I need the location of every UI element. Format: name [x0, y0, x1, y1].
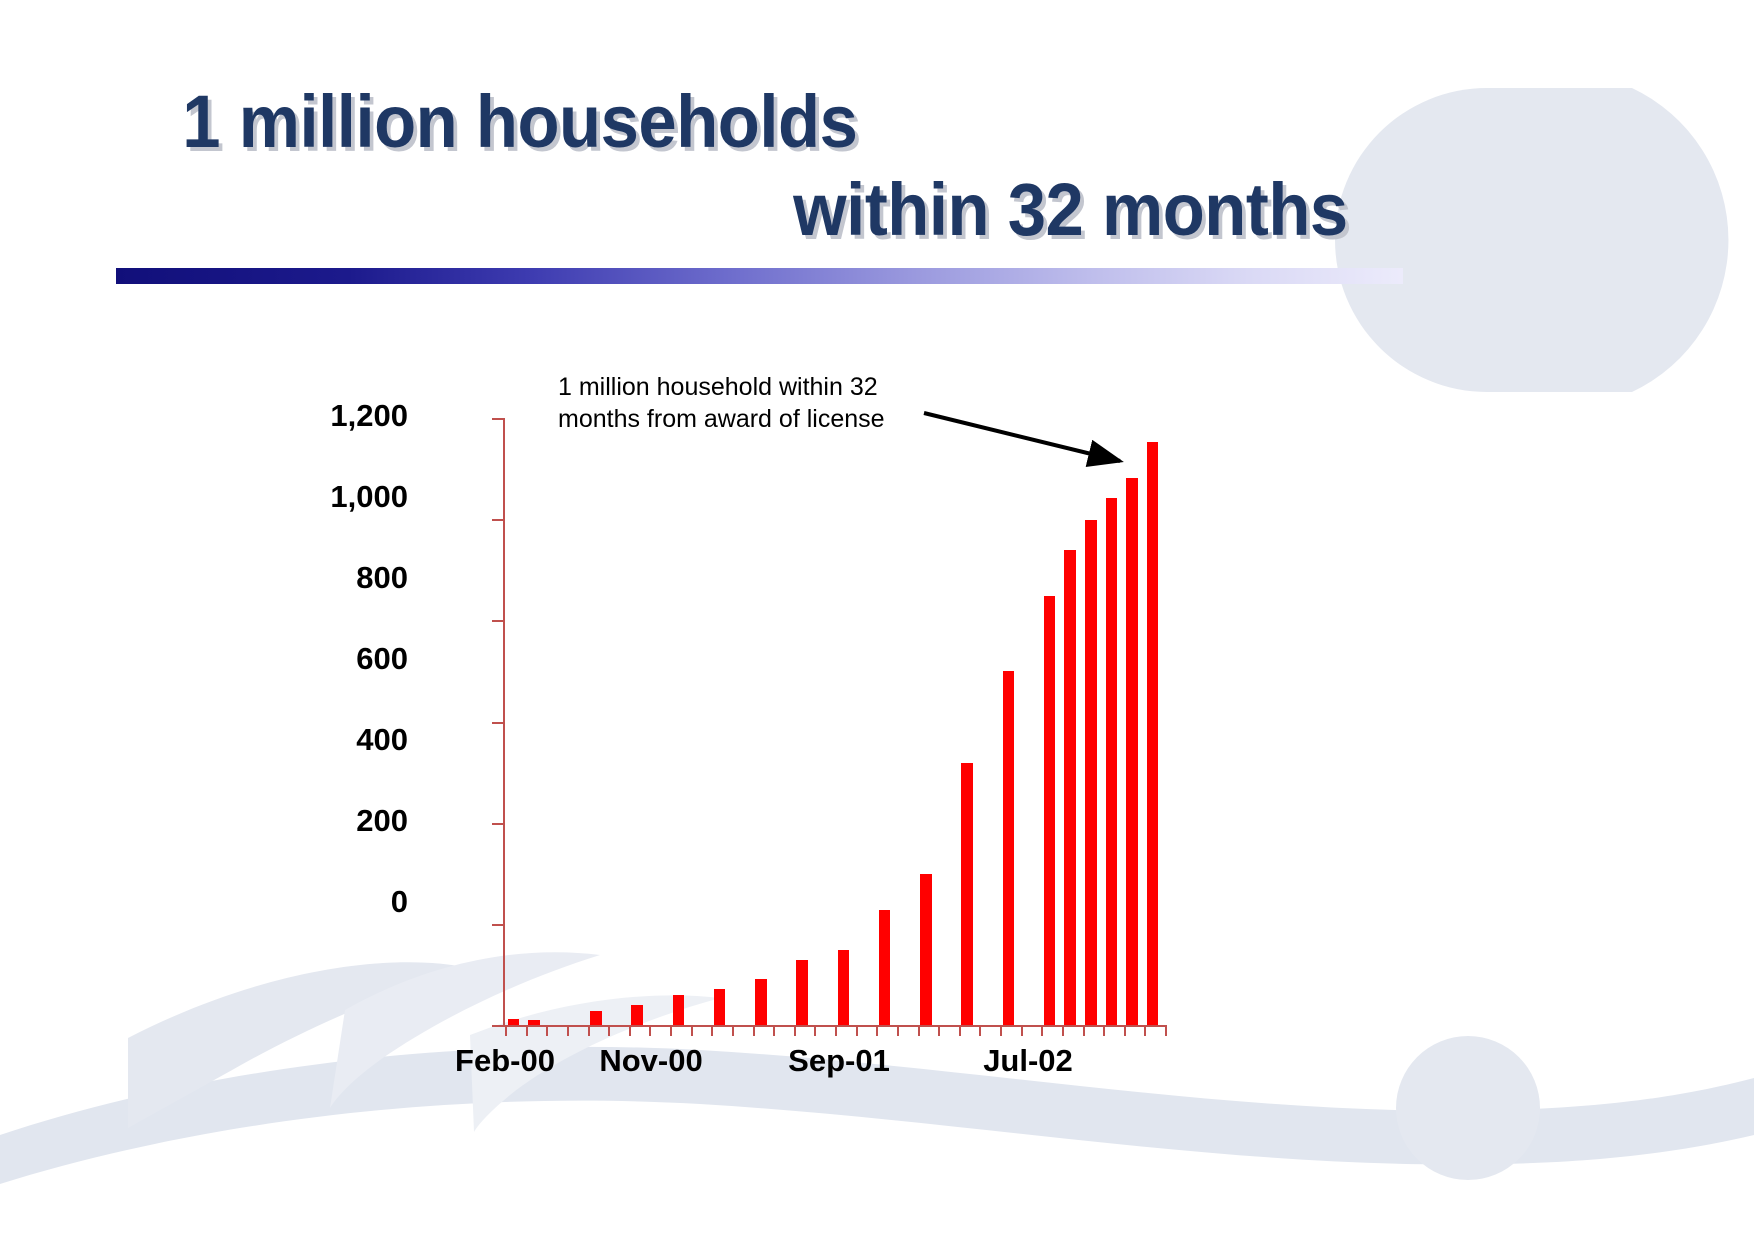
xtick-label-nov-00: Nov-00: [599, 1043, 703, 1078]
chart-annotation-text: 1 million household within 32 months fro…: [558, 373, 885, 433]
xtick-mark-32: [1165, 1025, 1167, 1036]
title-line-2: within 32 months: [793, 168, 1348, 251]
bar-Jun-01: [837, 950, 850, 1025]
bar-Aug-01: [878, 909, 891, 1025]
xtick-mark-11: [731, 1025, 734, 1036]
xtick-mark-6: [628, 1025, 631, 1036]
xtick-mark-1: [525, 1025, 528, 1036]
xtick-mark-0: [505, 1025, 507, 1036]
xtick-mark-14: [793, 1025, 796, 1036]
xtick-mark-12: [752, 1025, 755, 1036]
bar-Apr-02: [1043, 596, 1056, 1025]
xtick-mark-15: [814, 1025, 817, 1036]
ytick-mark-800: [492, 620, 505, 623]
bar-Aug-00: [631, 1004, 643, 1025]
bar-Dec-01: [961, 762, 973, 1025]
ytick-label-1200: 1,200: [330, 398, 408, 433]
ytick-mark-0: [492, 1025, 505, 1027]
xtick-mark-19: [896, 1025, 899, 1036]
xtick-mark-27: [1061, 1025, 1064, 1036]
title-line-1: 1 million households: [182, 80, 858, 163]
xtick-mark-9: [690, 1025, 693, 1036]
xtick-mark-5: [608, 1025, 611, 1036]
ytick-label-800: 800: [356, 560, 408, 595]
xtick-mark-4: [587, 1025, 590, 1036]
xtick-mark-20: [917, 1025, 920, 1036]
ytick-label-600: 600: [356, 641, 408, 676]
xtick-mark-16: [835, 1025, 837, 1036]
xtick-mark-30: [1123, 1025, 1126, 1036]
ytick-mark-1200: [492, 418, 505, 420]
xtick-mark-22: [958, 1025, 961, 1036]
bar-Apr-01: [796, 960, 808, 1025]
ytick-mark-600: [492, 721, 505, 724]
xtick-mark-10: [711, 1025, 714, 1036]
xtick-mark-21: [938, 1025, 941, 1036]
xtick-mark-28: [1082, 1025, 1085, 1036]
ytick-mark-200: [492, 923, 505, 926]
bar-Jul-02: [1105, 497, 1118, 1025]
xtick-label-sep-01: Sep-01: [788, 1043, 890, 1078]
xtick-mark-29: [1103, 1025, 1106, 1036]
bar-Aug-02: [1126, 477, 1138, 1025]
bars-container: [503, 418, 1163, 1025]
bar-Feb-01: [755, 979, 767, 1025]
bar-Oct-00: [672, 994, 685, 1025]
xtick-mark-3: [566, 1025, 569, 1036]
ytick-label-1000: 1,000: [330, 479, 408, 514]
title-underline-rule: [116, 268, 1403, 284]
xtick-mark-8: [670, 1025, 672, 1036]
bar-Oct-01: [920, 874, 932, 1025]
bar-May-02: [1064, 549, 1076, 1025]
bar-Dec-00: [713, 988, 726, 1025]
xtick-mark-26: [1041, 1025, 1044, 1036]
xtick-mark-23: [979, 1025, 982, 1036]
ytick-label-400: 400: [356, 722, 408, 757]
ytick-mark-400: [492, 822, 505, 825]
xtick-mark-18: [876, 1025, 879, 1036]
xtick-label-jul-02: Jul-02: [983, 1043, 1073, 1078]
xtick-mark-17: [855, 1025, 858, 1036]
xtick-mark-7: [649, 1025, 652, 1036]
xtick-mark-31: [1144, 1025, 1147, 1036]
ytick-label-200: 200: [356, 803, 408, 838]
ytick-mark-1000: [492, 519, 505, 522]
ytick-label-0: 0: [390, 884, 408, 919]
bar-Feb-00: [507, 1018, 520, 1025]
xtick-mark-2: [546, 1025, 549, 1036]
bar-Feb-02: [1002, 670, 1015, 1025]
bar-Jun-00: [590, 1010, 602, 1025]
bar-Sep-02: [1146, 442, 1159, 1025]
xtick-mark-24: [1000, 1025, 1002, 1036]
xtick-mark-13: [773, 1025, 776, 1036]
bar-Mar-00: [528, 1019, 540, 1025]
slide-title: 1 million households within 32 months: [0, 78, 1530, 254]
bar-Jun-02: [1085, 520, 1097, 1025]
xtick-mark-25: [1020, 1025, 1023, 1036]
annotation-arrow-icon: [923, 411, 1124, 467]
